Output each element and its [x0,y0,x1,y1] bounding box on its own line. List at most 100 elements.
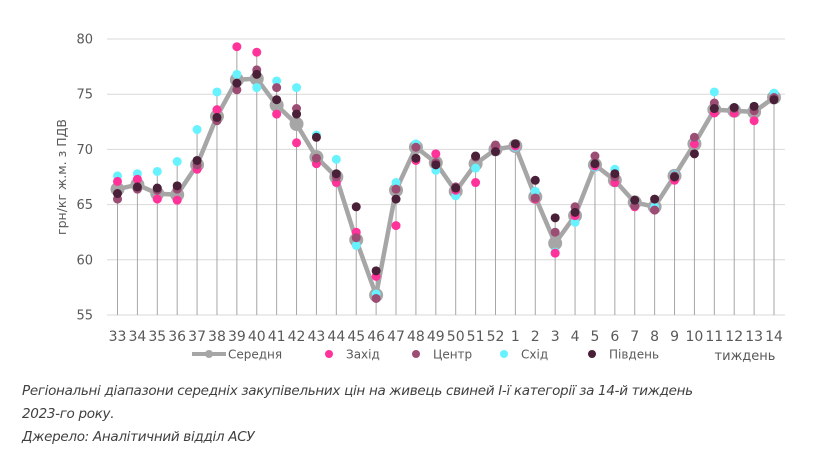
x-tick-label: 50 [447,329,465,345]
x-tick-label: 6 [610,329,619,345]
point-1 [689,139,699,149]
x-tick-label: 10 [686,329,704,345]
point-4 [292,109,302,119]
point-1 [292,138,302,148]
point-2 [232,85,242,95]
point-2 [351,233,361,243]
point-1 [172,195,182,205]
point-2 [411,142,421,152]
x-tick-labels: 33 34 35 36 37 38 39 40 41 42 43 44 45 46 47 48 49 50 51 52… [109,329,783,345]
point-4 [749,101,759,111]
point-3 [391,178,401,188]
legend-swatch-marker [412,350,420,358]
y-tick-label: 60 [76,253,93,268]
point-1 [132,174,142,184]
caption-line-3: Джерело: Аналітичний відділ АСУ [22,429,255,445]
x-tick-label: 11 [705,329,723,345]
x-tick-label: 1 [511,329,520,345]
point-4 [471,151,481,161]
point-4 [132,182,142,192]
x-tick-label: 51 [467,329,485,345]
y-tick-label: 80 [76,33,93,48]
legend-label: Схід [521,348,548,362]
point-3 [292,83,302,93]
point-4 [113,189,122,199]
point-4 [769,95,779,105]
point-4 [530,175,540,185]
x-tick-label: 2 [531,329,540,345]
point-4 [490,147,500,157]
legend-item: Центр [412,348,472,362]
x-tick-label: 44 [327,329,345,345]
point-4 [212,112,222,122]
point-3 [232,69,242,79]
point-4 [411,153,421,163]
point-2 [311,153,321,163]
point-1 [272,109,282,119]
legend-item: Схід [500,348,548,362]
point-3 [152,166,162,176]
point-2 [371,293,381,303]
legend-swatch-marker [205,350,213,358]
point-3 [212,87,222,97]
x-tick-label: 9 [670,329,679,345]
series-line-average [110,71,781,303]
x-tick-label: 5 [590,329,599,345]
point-4 [650,194,660,204]
point-3 [530,186,540,196]
x-tick-label: 7 [630,329,639,345]
point-4 [670,172,680,182]
point-3 [351,240,361,250]
average-point [289,117,304,132]
x-tick-label: 12 [725,329,743,345]
point-4 [689,149,699,159]
point-4 [630,195,640,205]
legend-swatch-marker [325,350,333,358]
y-tick-label: 70 [76,143,93,158]
point-4 [351,202,361,212]
point-1 [391,221,401,231]
x-tick-label: 36 [168,329,186,345]
x-tick-label: 14 [765,329,783,345]
point-3 [471,163,481,173]
x-tick-label: 37 [188,329,206,345]
point-4 [709,104,719,114]
y-tick-label: 75 [76,88,93,103]
point-3 [192,125,202,135]
x-tick-label: 43 [308,329,326,345]
x-tick-label: 40 [248,329,266,345]
point-2 [391,184,401,194]
x-tick-label: 41 [268,329,286,345]
y-tick-label: 55 [76,309,93,324]
legend-label: Центр [433,348,472,362]
legend-label: Південь [609,348,659,362]
point-2 [590,151,600,161]
point-3 [252,83,262,93]
point-4 [510,139,520,149]
x-tick-label: 38 [208,329,226,345]
point-4 [252,69,262,79]
x-tick-label: 3 [551,329,560,345]
point-1 [252,47,262,57]
point-4 [590,159,600,169]
x-tick-label: 42 [288,329,306,345]
point-1 [212,105,222,115]
drop-lines [117,46,775,315]
legend-item: Південь [588,348,659,362]
point-3 [272,76,282,86]
point-4 [570,207,580,217]
average-point [548,236,563,251]
caption-line-2: 2023-го року. [22,406,115,422]
point-1 [152,194,162,204]
point-3 [709,87,719,97]
point-4 [451,183,461,193]
x-tick-label: 34 [128,329,146,345]
y-axis-label: грн/кг ж.м. з ПДВ [54,119,69,235]
point-4 [371,266,381,276]
legend-item: Середня [192,348,282,362]
point-4 [152,183,162,193]
point-2 [530,193,540,203]
point-1 [431,149,441,159]
legend-item: Захід [325,348,380,362]
